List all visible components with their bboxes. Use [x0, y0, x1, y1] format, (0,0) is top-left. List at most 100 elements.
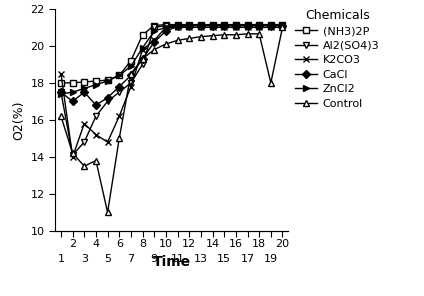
K2CO3 [140, 48, 145, 51]
ZnCl2 [257, 24, 262, 27]
CaCl [93, 103, 98, 107]
(NH3)2P [187, 23, 192, 26]
ZnCl2 [140, 46, 145, 49]
Line: K2CO3: K2CO3 [58, 25, 285, 160]
(NH3)2P [152, 24, 157, 27]
Control [245, 32, 250, 36]
Al2(SO4)3 [82, 140, 87, 144]
Al2(SO4)3 [222, 24, 227, 27]
(NH3)2P [117, 74, 122, 77]
Control [210, 34, 215, 38]
(NH3)2P [233, 23, 238, 26]
ZnCl2 [245, 24, 250, 27]
CaCl [163, 29, 168, 33]
K2CO3 [152, 38, 157, 42]
ZnCl2 [117, 74, 122, 77]
ZnCl2 [59, 92, 64, 96]
ZnCl2 [70, 90, 75, 94]
K2CO3 [175, 25, 180, 29]
Control [59, 114, 64, 118]
Line: ZnCl2: ZnCl2 [58, 23, 285, 97]
(NH3)2P [210, 23, 215, 26]
ZnCl2 [268, 24, 273, 27]
Al2(SO4)3 [128, 81, 134, 85]
CaCl [70, 99, 75, 103]
ZnCl2 [280, 24, 285, 27]
Al2(SO4)3 [70, 153, 75, 157]
Al2(SO4)3 [175, 24, 180, 27]
Al2(SO4)3 [198, 24, 204, 27]
Al2(SO4)3 [93, 114, 98, 118]
K2CO3 [257, 25, 262, 29]
Control [222, 33, 227, 36]
CaCl [117, 85, 122, 88]
K2CO3 [280, 25, 285, 29]
CaCl [140, 57, 145, 61]
ZnCl2 [175, 24, 180, 27]
(NH3)2P [93, 79, 98, 83]
Al2(SO4)3 [268, 24, 273, 27]
ZnCl2 [82, 87, 87, 90]
ZnCl2 [128, 65, 134, 68]
ZnCl2 [198, 24, 204, 27]
Control [128, 72, 134, 75]
K2CO3 [105, 140, 110, 144]
ZnCl2 [210, 24, 215, 27]
K2CO3 [245, 25, 250, 29]
K2CO3 [187, 25, 192, 29]
Control [93, 159, 98, 162]
(NH3)2P [280, 23, 285, 26]
Control [198, 35, 204, 38]
Control [105, 210, 110, 214]
ZnCl2 [233, 24, 238, 27]
CaCl [245, 24, 250, 27]
CaCl [210, 24, 215, 27]
Control [233, 33, 238, 36]
(NH3)2P [175, 23, 180, 26]
CaCl [268, 24, 273, 27]
Control [117, 136, 122, 140]
Control [70, 152, 75, 155]
Line: Al2(SO4)3: Al2(SO4)3 [58, 23, 285, 158]
CaCl [280, 24, 285, 27]
(NH3)2P [82, 80, 87, 84]
ZnCl2 [105, 79, 110, 83]
(NH3)2P [245, 23, 250, 26]
CaCl [175, 25, 180, 28]
(NH3)2P [222, 23, 227, 26]
CaCl [222, 24, 227, 27]
Al2(SO4)3 [233, 24, 238, 27]
Al2(SO4)3 [257, 24, 262, 27]
Al2(SO4)3 [59, 90, 64, 94]
Control [175, 38, 180, 42]
ZnCl2 [163, 25, 168, 29]
Control [152, 48, 157, 51]
CaCl [233, 24, 238, 27]
Control [280, 25, 285, 29]
(NH3)2P [70, 81, 75, 85]
(NH3)2P [198, 23, 204, 26]
CaCl [257, 24, 262, 27]
CaCl [152, 40, 157, 44]
Control [82, 164, 87, 168]
K2CO3 [117, 114, 122, 118]
(NH3)2P [257, 23, 262, 26]
(NH3)2P [105, 78, 110, 82]
Line: Control: Control [58, 25, 285, 215]
CaCl [105, 96, 110, 99]
(NH3)2P [268, 23, 273, 26]
Al2(SO4)3 [117, 90, 122, 94]
ZnCl2 [93, 83, 98, 86]
Control [163, 42, 168, 46]
Line: (NH3)2P: (NH3)2P [58, 22, 285, 86]
CaCl [128, 74, 134, 77]
Al2(SO4)3 [163, 24, 168, 27]
K2CO3 [70, 155, 75, 159]
Al2(SO4)3 [245, 24, 250, 27]
Legend: (NH3)2P, Al2(SO4)3, K2CO3, CaCl, ZnCl2, Control: (NH3)2P, Al2(SO4)3, K2CO3, CaCl, ZnCl2, … [291, 4, 384, 113]
Al2(SO4)3 [152, 25, 157, 29]
(NH3)2P [140, 33, 145, 36]
K2CO3 [222, 25, 227, 29]
K2CO3 [163, 25, 168, 29]
Control [257, 32, 262, 36]
